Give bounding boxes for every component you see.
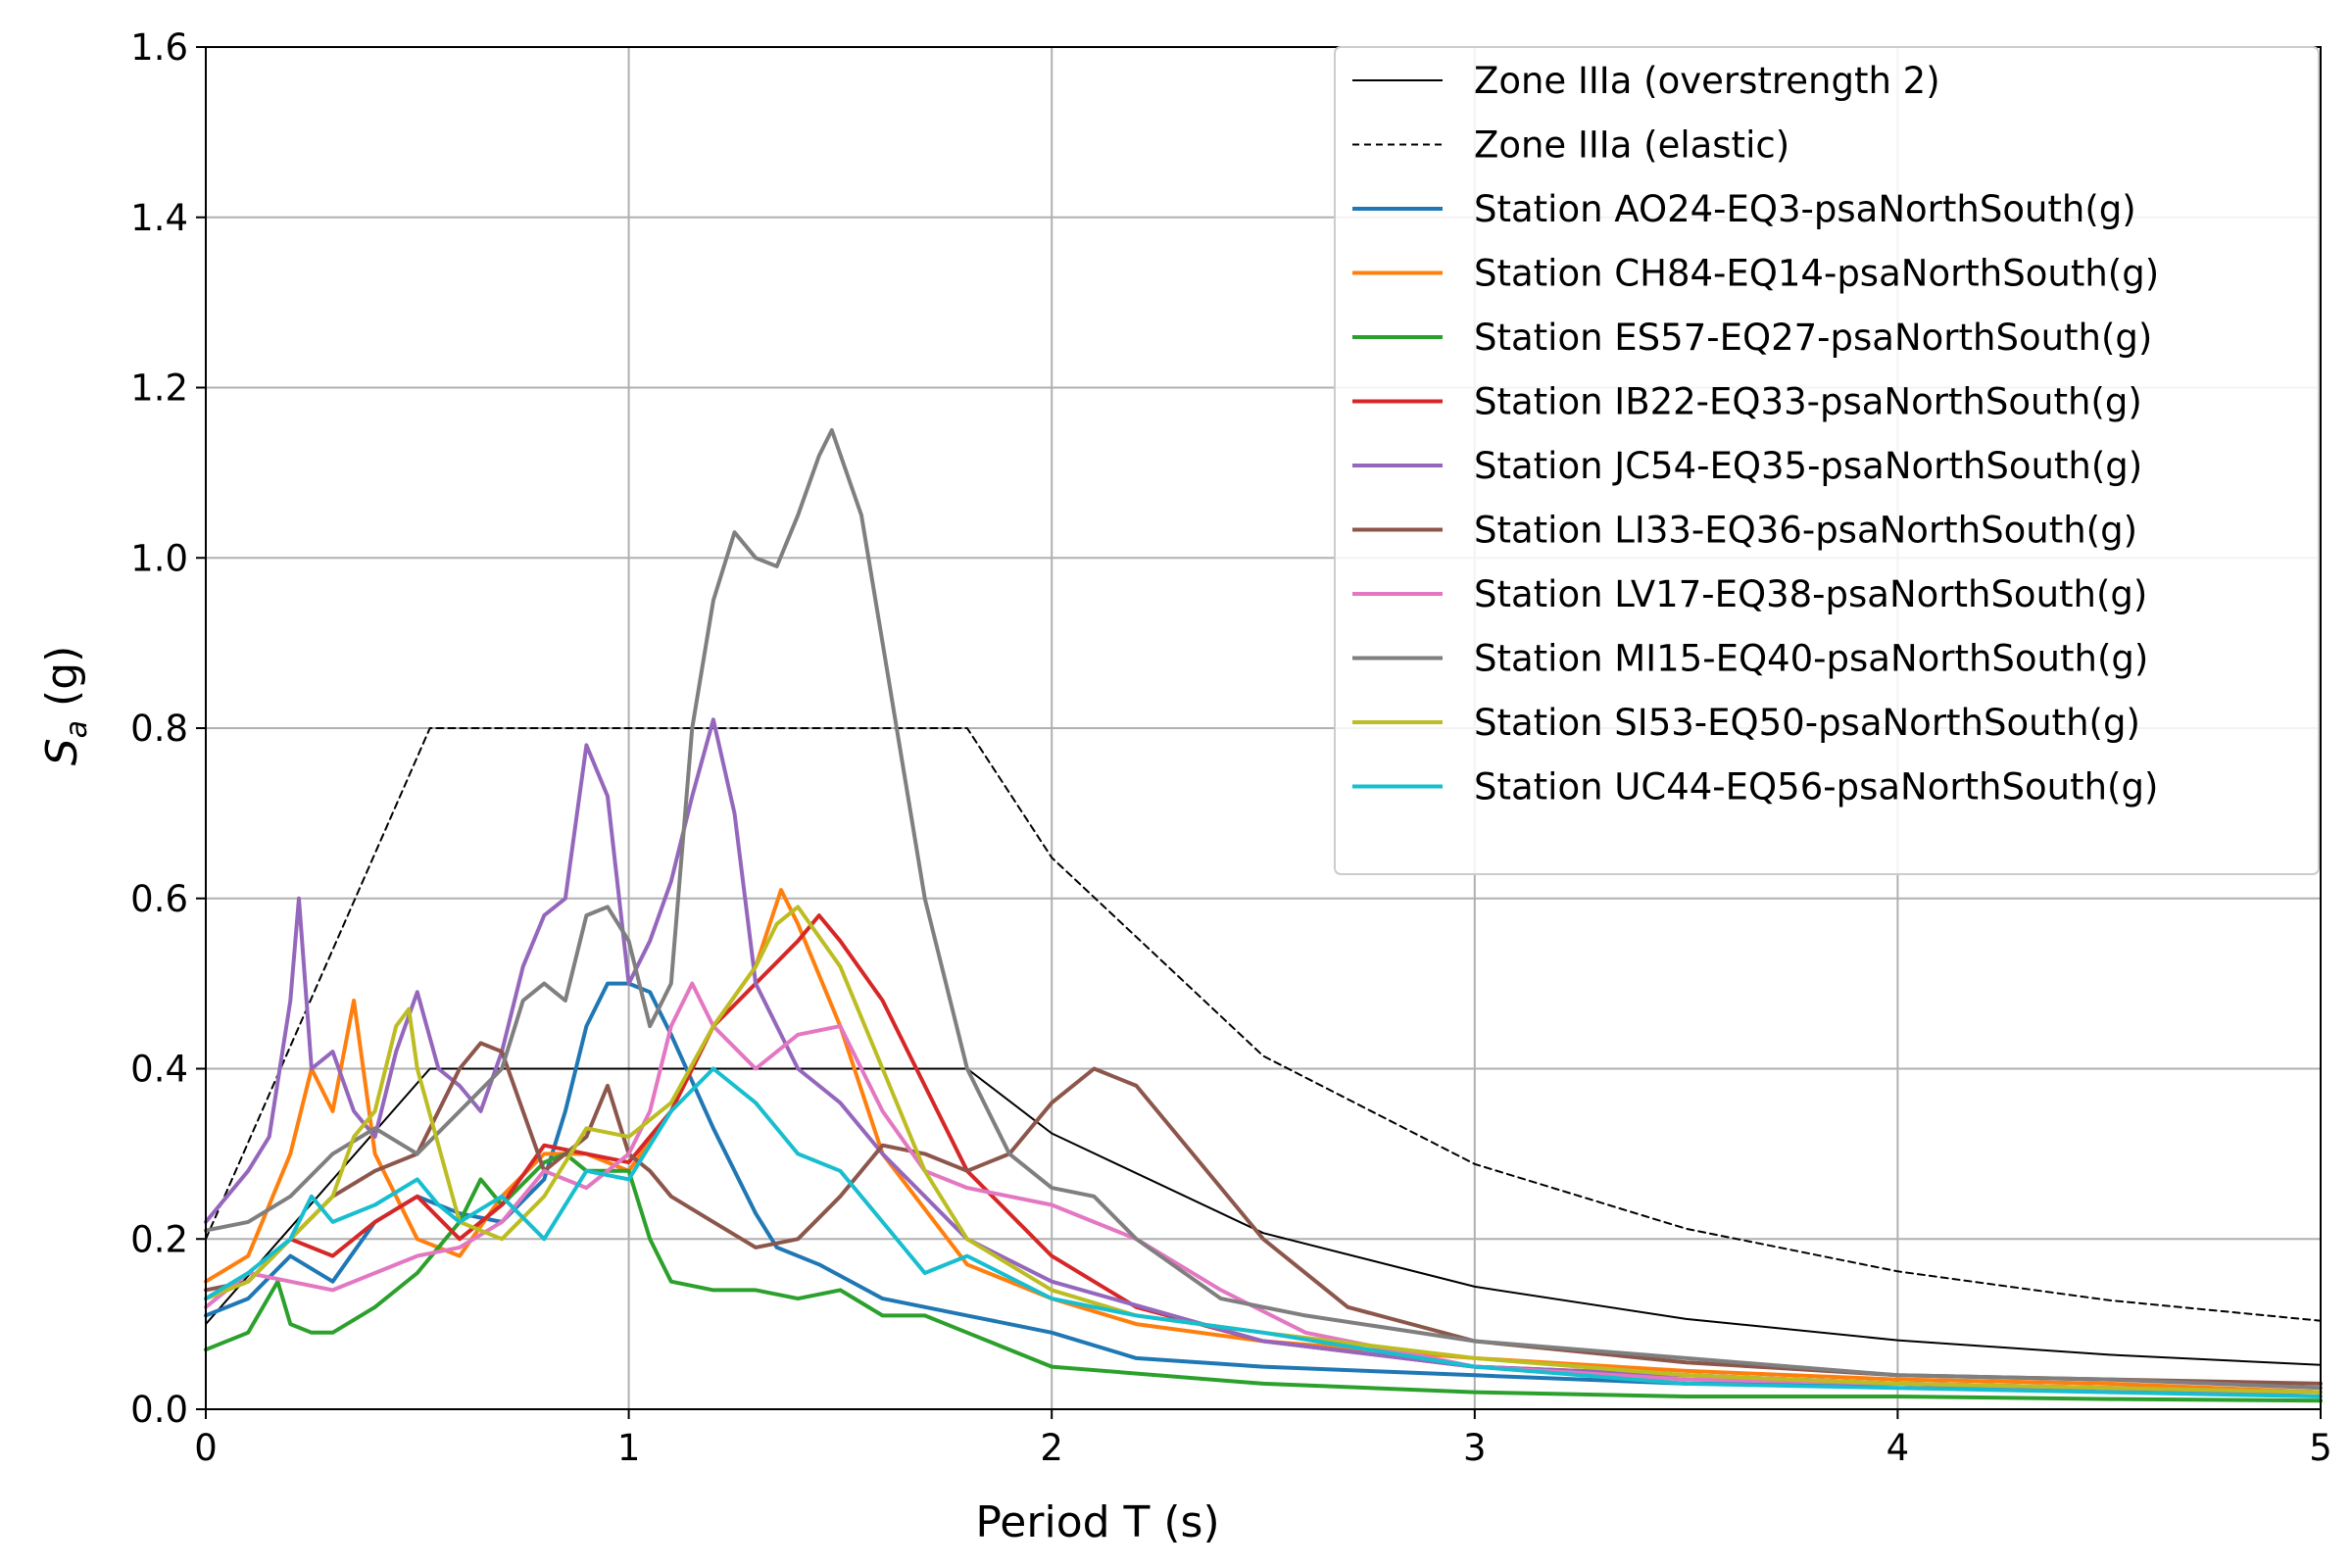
legend-label: Station CH84-EQ14-psaNorthSouth(g) (1474, 253, 2159, 295)
legend-label: Station JC54-EQ35-psaNorthSouth(g) (1474, 445, 2142, 487)
series-line-6 (204, 717, 2323, 1395)
y-axis-label: Sa (g) (37, 646, 94, 766)
legend-label: Station AO24-EQ3-psaNorthSouth(g) (1474, 188, 2136, 230)
y-tick-label: 0.2 (130, 1218, 188, 1260)
legend-label: Station SI53-EQ50-psaNorthSouth(g) (1474, 702, 2140, 744)
x-tick-label: 3 (1463, 1427, 1487, 1469)
legend: Zone IIIa (overstrength 2) Zone IIIa (ela… (1334, 46, 2320, 875)
legend-label: Zone IIIa (elastic) (1474, 124, 1789, 167)
legend-label: Station LV17-EQ38-psaNorthSouth(g) (1474, 573, 2147, 615)
series-line-7 (204, 1041, 2323, 1386)
legend-box (1334, 46, 2320, 875)
y-axis-label-subscript: a (60, 720, 94, 738)
axis-ticks: 0 1 2 3 4 5 0.0 0.2 0.4 0.6 0.8 1.0 1.2 1.4 1.6 (130, 26, 2332, 1469)
series-line-1 (205, 727, 2322, 1322)
y-axis-label-symbol: S (37, 738, 87, 765)
y-tick-label: 0.4 (130, 1049, 188, 1091)
x-tick-label: 0 (194, 1427, 218, 1469)
y-tick-label: 1.4 (130, 197, 188, 239)
y-tick-label: 1.6 (130, 26, 188, 69)
series-line-9 (204, 427, 2323, 1391)
series-line-4 (204, 1152, 2323, 1403)
y-tick-label: 1.0 (130, 537, 188, 579)
x-tick-label: 4 (1886, 1427, 1910, 1469)
legend-label: Station MI15-EQ40-psaNorthSouth(g) (1474, 638, 2148, 680)
x-tick-label: 1 (617, 1427, 641, 1469)
series-lines (204, 427, 2323, 1403)
x-axis-label: Period T (s) (975, 1497, 1219, 1547)
legend-label: Station LI33-EQ36-psaNorthSouth(g) (1474, 510, 2137, 552)
y-tick-label: 0.0 (130, 1389, 188, 1431)
legend-label: Station IB22-EQ33-psaNorthSouth(g) (1474, 381, 2142, 423)
y-axis-label-unit: (g) (37, 646, 87, 720)
x-tick-label: 5 (2309, 1427, 2332, 1469)
legend-label: Station UC44-EQ56-psaNorthSouth(g) (1474, 766, 2158, 808)
series-line-0 (205, 1067, 2322, 1366)
series-line-11 (204, 1066, 2323, 1398)
y-tick-label: 1.2 (130, 368, 188, 410)
x-tick-label: 2 (1040, 1427, 1063, 1469)
y-tick-label: 0.8 (130, 708, 188, 750)
legend-label: Station ES57-EQ27-psaNorthSouth(g) (1474, 317, 2152, 359)
y-tick-label: 0.6 (130, 878, 188, 920)
legend-label: Zone IIIa (overstrength 2) (1474, 60, 1940, 102)
series-line-8 (204, 981, 2323, 1395)
